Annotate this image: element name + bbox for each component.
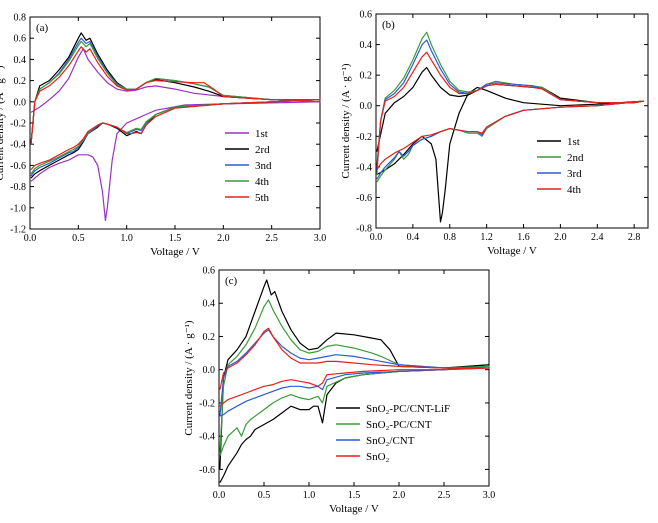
y-tick-label: 0.0	[14, 97, 27, 108]
y-tick-label: -0.4	[10, 140, 26, 151]
x-tick-label: 1.5	[169, 233, 182, 244]
x-tick-label: 1.0	[120, 233, 133, 244]
y-tick-label: -0.8	[356, 224, 372, 235]
y-tick-label: 0.8	[14, 13, 27, 24]
y-tick-label: -0.2	[199, 398, 215, 409]
x-tick-label: 1.6	[517, 232, 530, 243]
x-tick-label: 2.8	[628, 232, 641, 243]
y-tick-label: 0.4	[360, 40, 373, 51]
x-tick-label: 0.0	[213, 490, 226, 501]
panel-label: (c)	[225, 275, 238, 287]
x-tick-label: 0.0	[24, 233, 37, 244]
x-tick-label: 0.5	[258, 490, 271, 501]
legend-label: SnO₂	[366, 451, 390, 463]
y-tick-label: 0.6	[14, 34, 27, 45]
y-tick-label: -0.2	[356, 132, 372, 143]
panel-label: (b)	[382, 19, 395, 31]
legend-label: 3rd	[567, 168, 582, 180]
y-tick-label: 0.2	[14, 76, 27, 87]
plot-frame	[375, 13, 649, 229]
legend-label: 3nd	[255, 160, 272, 172]
y-tick-label: 0.0	[360, 101, 373, 112]
y-tick-label: -0.6	[10, 161, 26, 172]
x-tick-label: 3.0	[314, 233, 327, 244]
series-line-1	[30, 48, 321, 222]
x-tick-label: 2.0	[393, 490, 406, 501]
series-line-3	[376, 39, 644, 180]
panel-c: 0.0 0.5 1.0 1.5 2.0 2.5 3.0 -0.6 -0.4 -0.2 0.0 0.2 0…	[183, 266, 495, 516]
y-tick-label: 0.6	[203, 266, 216, 277]
x-tick-label: 0.4	[407, 232, 420, 243]
y-axis-label: Current density / (A · g⁻¹)	[340, 63, 352, 178]
y-tick-label: 0.4	[203, 299, 216, 310]
x-tick-label: 2.5	[438, 490, 451, 501]
x-tick-label: 2.5	[265, 233, 278, 244]
legend-label: 2rd	[255, 144, 270, 156]
x-tick-label: 0.5	[72, 233, 85, 244]
x-tick-label: 2.0	[217, 233, 230, 244]
x-tick-label: 1.5	[348, 490, 361, 501]
legend-label: 1st	[567, 136, 580, 148]
panel-label: (a)	[36, 22, 49, 34]
x-tick-label: 2.4	[591, 232, 604, 243]
legend-label: SnO₂-PC/CNT-LiF	[366, 403, 450, 415]
x-tick-label: 2.0	[554, 232, 567, 243]
x-axis-label: Voltage / V	[150, 246, 200, 258]
x-tick-label: 3.0	[483, 490, 496, 501]
plot-frame	[218, 269, 490, 487]
y-tick-label: 0.4	[14, 55, 27, 66]
y-tick-label: -0.2	[10, 119, 26, 130]
y-tick-label: 0.0	[203, 365, 216, 376]
legend-label: SnO₂/CNT	[366, 435, 415, 447]
series-line-1	[376, 66, 644, 223]
panel-a: 0.0 0.5 1.0 1.5 2.0 2.5 3.0 -1.2 -1.0 -0.8 -0.6 -0.…	[0, 13, 326, 259]
y-axis-label: Current density / (A · g⁻¹)	[0, 65, 6, 180]
series-line-4	[219, 327, 490, 407]
series-line-1	[219, 279, 490, 483]
y-axis-label: Current density / (A · g⁻¹)	[183, 320, 195, 435]
series-line-2	[219, 299, 490, 457]
x-tick-label: 1.0	[303, 490, 316, 501]
series-line-4	[376, 51, 644, 171]
y-tick-label: 0.2	[360, 71, 373, 82]
series-line-5	[30, 46, 321, 171]
y-tick-label: -0.4	[199, 432, 215, 443]
y-tick-label: -0.6	[356, 193, 372, 204]
legend-label: SnO₂-PC/CNT	[366, 419, 432, 431]
x-tick-label: 0.0	[370, 232, 383, 243]
y-tick-label: -0.8	[10, 182, 26, 193]
legend-label: 5th	[255, 192, 270, 204]
legend-label: 4th	[567, 184, 582, 196]
y-tick-label: 0.6	[360, 10, 373, 21]
x-tick-label: 0.8	[444, 232, 457, 243]
x-axis-label: Voltage / V	[329, 503, 379, 515]
legend-label: 2nd	[567, 152, 584, 164]
y-tick-label: -1.0	[10, 203, 26, 214]
y-tick-label: 0.2	[203, 332, 216, 343]
y-tick-label: -0.6	[199, 465, 215, 476]
legend-label: 4th	[255, 176, 270, 188]
x-tick-label: 1.2	[480, 232, 493, 243]
y-tick-label: -0.4	[356, 162, 372, 173]
legend-label: 1st	[255, 128, 268, 140]
y-tick-label: -1.2	[10, 225, 26, 236]
x-axis-label: Voltage / V	[487, 245, 537, 257]
panel-b: 0.0 0.4 0.8 1.2 1.6 2.0 2.4 2.8 -0.8 -0.6 -0.4 -0.2…	[340, 10, 649, 257]
